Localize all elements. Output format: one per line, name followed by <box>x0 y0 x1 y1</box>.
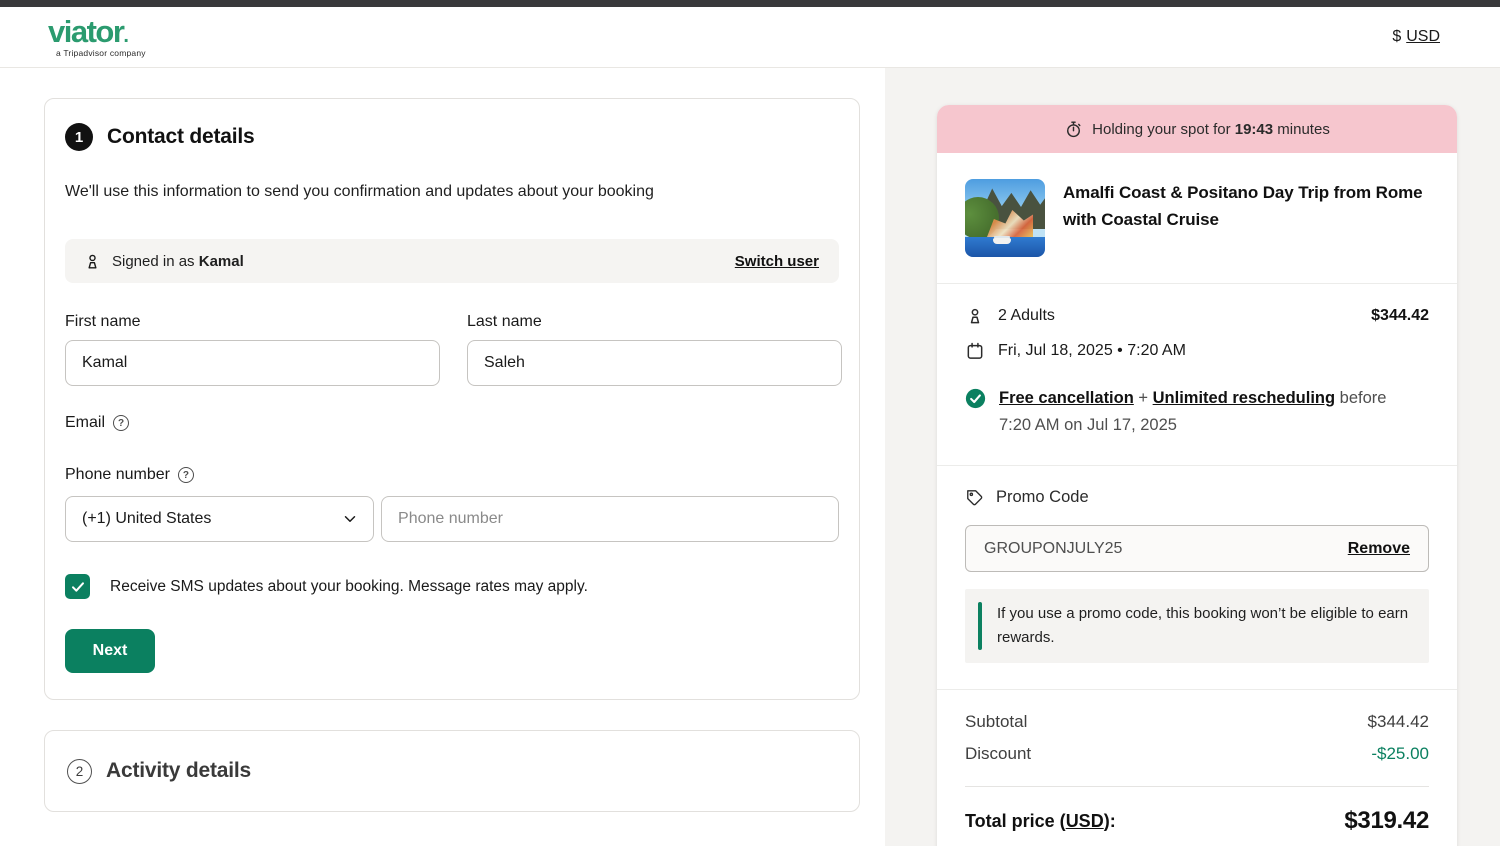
last-name-label: Last name <box>467 313 542 330</box>
promo-code-label: Promo Code <box>996 488 1089 507</box>
free-cancellation-link[interactable]: Free cancellation <box>999 389 1134 407</box>
tripadvisor-tagline: a Tripadvisor company <box>56 48 146 59</box>
divider <box>937 283 1457 284</box>
next-button[interactable]: Next <box>65 629 155 673</box>
tag-icon <box>965 488 984 507</box>
calendar-icon <box>965 341 985 361</box>
hold-spot-text: Holding your spot for 19:43 minutes <box>1092 120 1330 138</box>
phone-number-input[interactable] <box>381 496 839 542</box>
product-title: Amalfi Coast & Positano Day Trip from Ro… <box>1063 183 1423 230</box>
person-icon <box>83 252 102 271</box>
currency-code: USD <box>1406 28 1440 45</box>
viator-logo[interactable]: viator. a Tripadvisor company <box>48 16 146 58</box>
email-help-icon[interactable]: ? <box>113 415 130 431</box>
total-price-label: Total price (USD): <box>965 810 1116 831</box>
promo-section: Promo Code GROUPONJULY25 Remove If you u… <box>937 466 1457 689</box>
discount-label: Discount <box>965 744 1032 764</box>
currency-selector[interactable]: $ USD <box>1392 28 1440 46</box>
chevron-down-icon <box>341 510 359 528</box>
divider <box>937 689 1457 691</box>
promo-remove-link[interactable]: Remove <box>1347 539 1410 557</box>
booking-datetime: Fri, Jul 18, 2025 • 7:20 AM <box>998 342 1186 359</box>
contact-details-subtitle: We'll use this information to send you c… <box>65 183 654 200</box>
cancellation-deadline: before 7:20 AM on Jul 17, 2025 <box>999 389 1387 435</box>
phone-label-row: Phone number ? <box>65 466 839 484</box>
promo-note-text: If you use a promo code, this booking wo… <box>997 605 1409 647</box>
total-price-value: $319.42 <box>1344 807 1429 835</box>
order-summary-column: Holding your spot for 19:43 minutes Amal… <box>885 68 1500 846</box>
note-accent-bar <box>978 602 982 651</box>
subtotal-label: Subtotal <box>965 712 1028 732</box>
price-totals: Subtotal $344.42 Discount -$25.00 Total … <box>937 690 1457 846</box>
product-summary: Amalfi Coast & Positano Day Trip from Ro… <box>937 153 1457 283</box>
sms-updates-checkbox[interactable] <box>65 574 90 599</box>
contact-details-card: 1 Contact details We'll use this informa… <box>44 98 860 700</box>
check-circle-icon <box>965 388 986 409</box>
travelers-count: 2 Adults <box>998 307 1055 324</box>
promo-code-value: GROUPONJULY25 <box>984 539 1123 557</box>
site-header: viator. a Tripadvisor company $ USD <box>0 7 1500 68</box>
email-label-row: Email ? <box>65 414 839 432</box>
activity-details-title: Activity details <box>106 759 252 782</box>
travelers-price: $344.42 <box>1371 307 1429 324</box>
hold-time: 19:43 <box>1234 120 1274 138</box>
phone-country-select[interactable]: (+1) United States <box>65 496 375 542</box>
total-currency: USD <box>1065 810 1104 831</box>
signed-in-banner: Signed in as Kamal Switch user <box>65 239 839 283</box>
currency-symbol: $ <box>1392 28 1402 45</box>
promo-note: If you use a promo code, this booking wo… <box>965 589 1429 664</box>
step-2-badge: 2 <box>67 758 92 784</box>
phone-country-value: (+1) United States <box>82 510 212 527</box>
phone-help-icon[interactable]: ? <box>177 467 194 483</box>
top-dark-bar <box>0 0 1500 7</box>
switch-user-link[interactable]: Switch user <box>734 252 819 270</box>
last-name-input[interactable] <box>467 340 842 386</box>
activity-details-card[interactable]: 2 Activity details <box>44 730 860 812</box>
cancellation-policy: Free cancellation + Unlimited rescheduli… <box>999 389 1387 435</box>
email-label: Email <box>65 414 106 431</box>
product-thumbnail <box>965 179 1045 257</box>
divider <box>937 465 1457 467</box>
first-name-input[interactable] <box>65 340 440 386</box>
contact-details-title: Contact details <box>107 125 255 148</box>
phone-number-label: Phone number <box>65 466 170 483</box>
booking-details: 2 Adults $344.42 Fri, Jul 18, 2025 • 7:2… <box>937 284 1457 465</box>
timer-icon <box>1064 120 1083 139</box>
viator-logo-dot: . <box>123 25 129 48</box>
first-name-label: First name <box>65 313 141 330</box>
discount-value: -$25.00 <box>1371 744 1429 764</box>
signed-in-text: Signed in as Kamal <box>112 252 244 270</box>
unlimited-rescheduling-link[interactable]: Unlimited rescheduling <box>1152 389 1336 407</box>
totals-divider <box>965 786 1429 788</box>
travelers-icon <box>965 306 985 326</box>
checkout-main-column: 1 Contact details We'll use this informa… <box>0 68 885 846</box>
step-1-badge: 1 <box>65 123 93 151</box>
subtotal-value: $344.42 <box>1367 712 1429 732</box>
promo-code-box: GROUPONJULY25 Remove <box>965 525 1429 573</box>
order-summary-card: Holding your spot for 19:43 minutes Amal… <box>937 105 1457 846</box>
sms-updates-label: Receive SMS updates about your booking. … <box>110 577 588 595</box>
signed-in-username: Kamal <box>198 252 244 270</box>
viator-logo-text: viator <box>48 14 125 50</box>
hold-spot-banner: Holding your spot for 19:43 minutes <box>937 105 1457 153</box>
